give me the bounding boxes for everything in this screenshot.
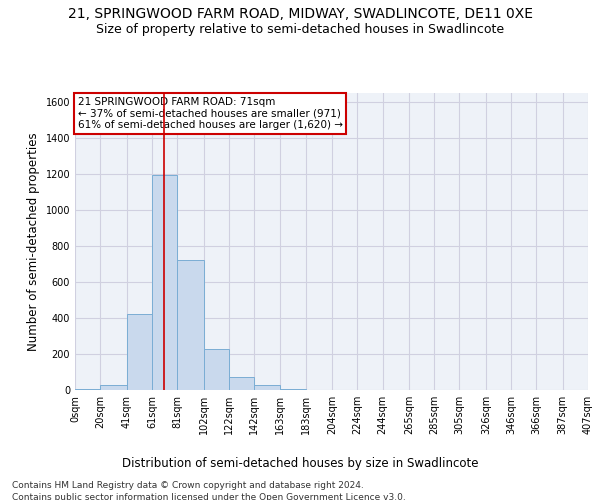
- Bar: [127, 314, 152, 390]
- Bar: [203, 350, 229, 390]
- Text: Size of property relative to semi-detached houses in Swadlincote: Size of property relative to semi-detach…: [96, 22, 504, 36]
- Text: Contains HM Land Registry data © Crown copyright and database right 2024.: Contains HM Land Registry data © Crown c…: [12, 481, 364, 490]
- Text: 21, SPRINGWOOD FARM ROAD, MIDWAY, SWADLINCOTE, DE11 0XE: 21, SPRINGWOOD FARM ROAD, MIDWAY, SWADLI…: [67, 8, 533, 22]
- Text: Contains public sector information licensed under the Open Government Licence v3: Contains public sector information licen…: [12, 492, 406, 500]
- Bar: [152, 176, 177, 390]
- Y-axis label: Number of semi-detached properties: Number of semi-detached properties: [27, 132, 40, 350]
- Bar: [229, 378, 254, 390]
- Bar: [280, 389, 305, 390]
- Bar: [75, 389, 100, 390]
- Bar: [177, 260, 203, 390]
- Text: Distribution of semi-detached houses by size in Swadlincote: Distribution of semi-detached houses by …: [122, 458, 478, 470]
- Bar: [254, 386, 280, 390]
- Bar: [100, 384, 127, 390]
- Text: 21 SPRINGWOOD FARM ROAD: 71sqm
← 37% of semi-detached houses are smaller (971)
6: 21 SPRINGWOOD FARM ROAD: 71sqm ← 37% of …: [77, 97, 343, 130]
